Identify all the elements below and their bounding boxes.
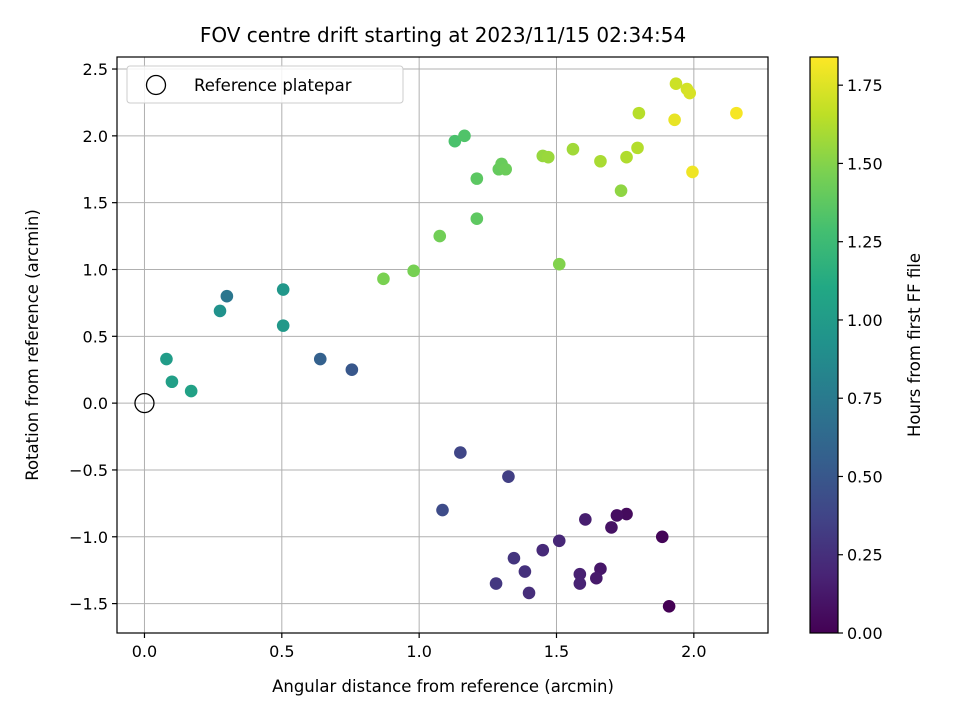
data-point [448, 134, 462, 148]
data-point [566, 142, 580, 156]
y-axis-ticks: −1.5 −1.0 −0.5 0.0 0.5 1.0 1.5 2.0 2.5 [69, 60, 117, 614]
y-tick-label: 0.5 [83, 327, 108, 346]
colorbar-label: Hours from first FF file [905, 253, 924, 437]
data-point [579, 513, 592, 526]
y-tick-label: −1.5 [69, 595, 108, 614]
legend-box [126, 65, 404, 104]
data-point [590, 571, 603, 585]
data-point [655, 530, 669, 544]
colorbar-tick-label: 1.75 [847, 76, 883, 95]
x-axis-label: Angular distance from reference (arcmin) [272, 677, 614, 696]
data-point [662, 599, 676, 613]
data-point [160, 352, 173, 366]
data-point [536, 543, 550, 557]
colorbar: 0.00 0.25 0.50 0.75 1.00 1.25 1.50 1.75 Hours f… [809, 56, 924, 643]
y-axis-label: Rotation from reference (arcmin) [23, 209, 42, 481]
data-point [213, 304, 227, 318]
legend-marker [145, 74, 167, 96]
y-tick-label: 0.0 [83, 394, 108, 413]
reference-marker-group [134, 392, 155, 414]
data-point [605, 521, 618, 534]
data-point [683, 86, 697, 100]
data-point [507, 551, 521, 565]
data-points [160, 77, 743, 613]
data-point [276, 319, 290, 332]
data-point [632, 106, 646, 120]
x-axis-ticks: 0.0 0.5 1.0 1.5 2.0 [132, 633, 707, 661]
data-point [454, 446, 467, 459]
x-tick-label: 1.5 [544, 642, 569, 661]
data-point [489, 577, 503, 590]
plot-frame [116, 56, 769, 634]
legend-label: Reference platepar [194, 76, 352, 95]
data-point [220, 289, 234, 303]
data-point [730, 106, 743, 120]
data-point [470, 172, 484, 185]
grid-lines [117, 57, 768, 633]
data-point [573, 577, 587, 590]
data-point [669, 77, 683, 91]
colorbar-tick-label: 1.25 [847, 233, 883, 252]
colorbar-tick-label: 1.00 [847, 311, 883, 330]
x-tick-label: 0.0 [132, 642, 157, 661]
data-point [502, 470, 515, 483]
colorbar-ticks: 0.00 0.25 0.50 0.75 1.00 1.25 1.50 1.75 [838, 76, 883, 643]
data-point [522, 586, 536, 600]
colorbar-tick-label: 0.00 [847, 624, 883, 643]
data-point [313, 352, 327, 366]
colorbar-tick-label: 0.50 [847, 467, 883, 486]
data-point [165, 375, 179, 389]
x-tick-label: 1.0 [406, 642, 431, 661]
data-point [668, 113, 681, 127]
colorbar-tick-label: 0.75 [847, 389, 883, 408]
data-point [499, 162, 512, 176]
data-point [573, 567, 587, 581]
data-point [345, 363, 359, 377]
data-point [470, 212, 484, 226]
y-tick-label: 1.5 [83, 194, 108, 213]
y-tick-label: 2.0 [83, 127, 108, 146]
data-point [686, 165, 699, 179]
data-point [594, 154, 607, 168]
data-point [614, 184, 628, 197]
reference-platepar-marker [134, 392, 155, 414]
colorbar-tick-label: 1.50 [847, 154, 883, 173]
y-tick-label: 1.0 [83, 260, 108, 279]
colorbar-gradient [809, 56, 839, 634]
data-point [458, 129, 471, 143]
data-point [276, 283, 290, 296]
y-tick-label: −0.5 [69, 461, 108, 480]
x-tick-label: 0.5 [269, 642, 294, 661]
data-point [433, 229, 447, 243]
data-point [610, 509, 624, 522]
chart-title: FOV centre drift starting at 2023/11/15 … [200, 23, 686, 47]
data-point [436, 503, 449, 517]
x-tick-label: 2.0 [681, 642, 706, 661]
y-tick-label: 2.5 [83, 60, 108, 79]
y-tick-label: −1.0 [69, 528, 108, 547]
data-point [377, 272, 390, 286]
legend: Reference platepar [126, 65, 404, 104]
data-point [620, 150, 633, 164]
data-point [518, 565, 532, 578]
data-point [552, 534, 566, 548]
data-point [407, 264, 420, 278]
data-point [541, 150, 555, 164]
data-point [552, 257, 566, 271]
data-point [620, 507, 633, 521]
colorbar-tick-label: 0.25 [847, 546, 883, 565]
data-point [184, 384, 198, 398]
data-point [631, 141, 644, 155]
